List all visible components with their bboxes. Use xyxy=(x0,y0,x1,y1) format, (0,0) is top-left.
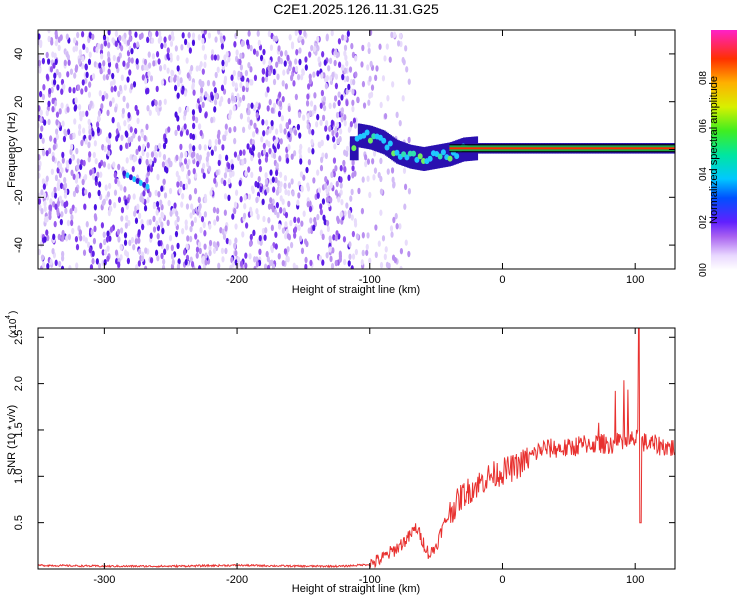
snr-series-line xyxy=(38,328,675,569)
snr-xtick-label-4: 100 xyxy=(626,574,644,586)
spectrogram-heatmap xyxy=(38,30,675,269)
colorbar-gradient xyxy=(711,30,737,270)
spectrogram-ytick-label-0: -40 xyxy=(13,237,25,253)
spectrogram-xtick-label-0: -300 xyxy=(93,274,115,286)
spectrogram-x-ticks: -300 -200 -100 0 100 xyxy=(93,30,644,286)
snr-multiplier: (x10 4 ) xyxy=(5,311,19,338)
snr-multiplier-close: ) xyxy=(8,311,19,314)
spectrogram-xtick-label-1: -200 xyxy=(226,274,248,286)
colorbar-tick-label-3: 0.6 xyxy=(698,119,709,133)
snr-multiplier-exponent: 4 xyxy=(5,315,12,319)
colorbar-ticks: 0.0 0.2 0.4 0.6 0.8 xyxy=(698,71,709,277)
chart-title: C2E1.2025.126.11.31.G25 xyxy=(273,1,439,17)
snr-ytick-label-4: 2.5 xyxy=(13,330,25,345)
spectrogram-y-label: Frequency (Hz) xyxy=(6,112,18,188)
spectrogram-y-ticks: -40 -20 0 20 40 xyxy=(13,48,675,253)
colorbar-tick-label-1: 0.2 xyxy=(698,215,709,229)
snr-xtick-label-3: 0 xyxy=(499,574,505,586)
spectrogram-ytick-label-3: 20 xyxy=(13,96,25,108)
snr-ytick-label-1: 1.0 xyxy=(13,469,25,484)
colorbar-label: Normalized spectral amplitude xyxy=(708,76,720,224)
spectrogram-ridge-core xyxy=(449,147,675,150)
colorbar-tick-label-4: 0.8 xyxy=(698,71,709,85)
spectrogram-xtick-label-3: 0 xyxy=(499,274,505,286)
snr-x-label: Height of straight line (km) xyxy=(292,583,420,595)
colorbar: 0.0 0.2 0.4 0.6 0.8 Normalized spectral ampl… xyxy=(698,30,737,277)
snr-x-ticks: -300 -200 -100 0 100 xyxy=(93,328,644,586)
snr-y-ticks: 0.5 1.0 1.5 2.0 2.5 xyxy=(13,330,675,530)
snr-ytick-label-3: 2.0 xyxy=(13,376,25,391)
spectrogram-ytick-label-2: 0 xyxy=(13,146,25,152)
spectrogram-xtick-label-2: -100 xyxy=(359,274,381,286)
colorbar-tick-label-0: 0.0 xyxy=(698,263,709,277)
snr-panel: -300 -200 -100 0 100 0.5 1.0 1.5 2.0 2.5 Height … xyxy=(5,311,676,595)
spectrogram-ytick-label-4: 40 xyxy=(13,48,25,60)
spectrogram-ytick-label-1: -20 xyxy=(13,189,25,205)
snr-xtick-label-1: -200 xyxy=(226,574,248,586)
snr-xtick-label-2: -100 xyxy=(359,574,381,586)
snr-ytick-label-2: 1.5 xyxy=(13,422,25,437)
snr-ytick-label-0: 0.5 xyxy=(13,515,25,530)
spectrogram-x-label: Height of straight line (km) xyxy=(292,284,420,296)
colorbar-tick-label-2: 0.4 xyxy=(698,167,709,181)
snr-plot-area xyxy=(38,328,675,569)
snr-xtick-label-0: -300 xyxy=(93,574,115,586)
snr-multiplier-text: (x10 xyxy=(8,318,19,338)
spectrogram-xtick-label-4: 100 xyxy=(626,274,644,286)
snr-frame xyxy=(37,327,676,570)
snr-y-label: SNR (10 * v/v) xyxy=(6,405,18,475)
